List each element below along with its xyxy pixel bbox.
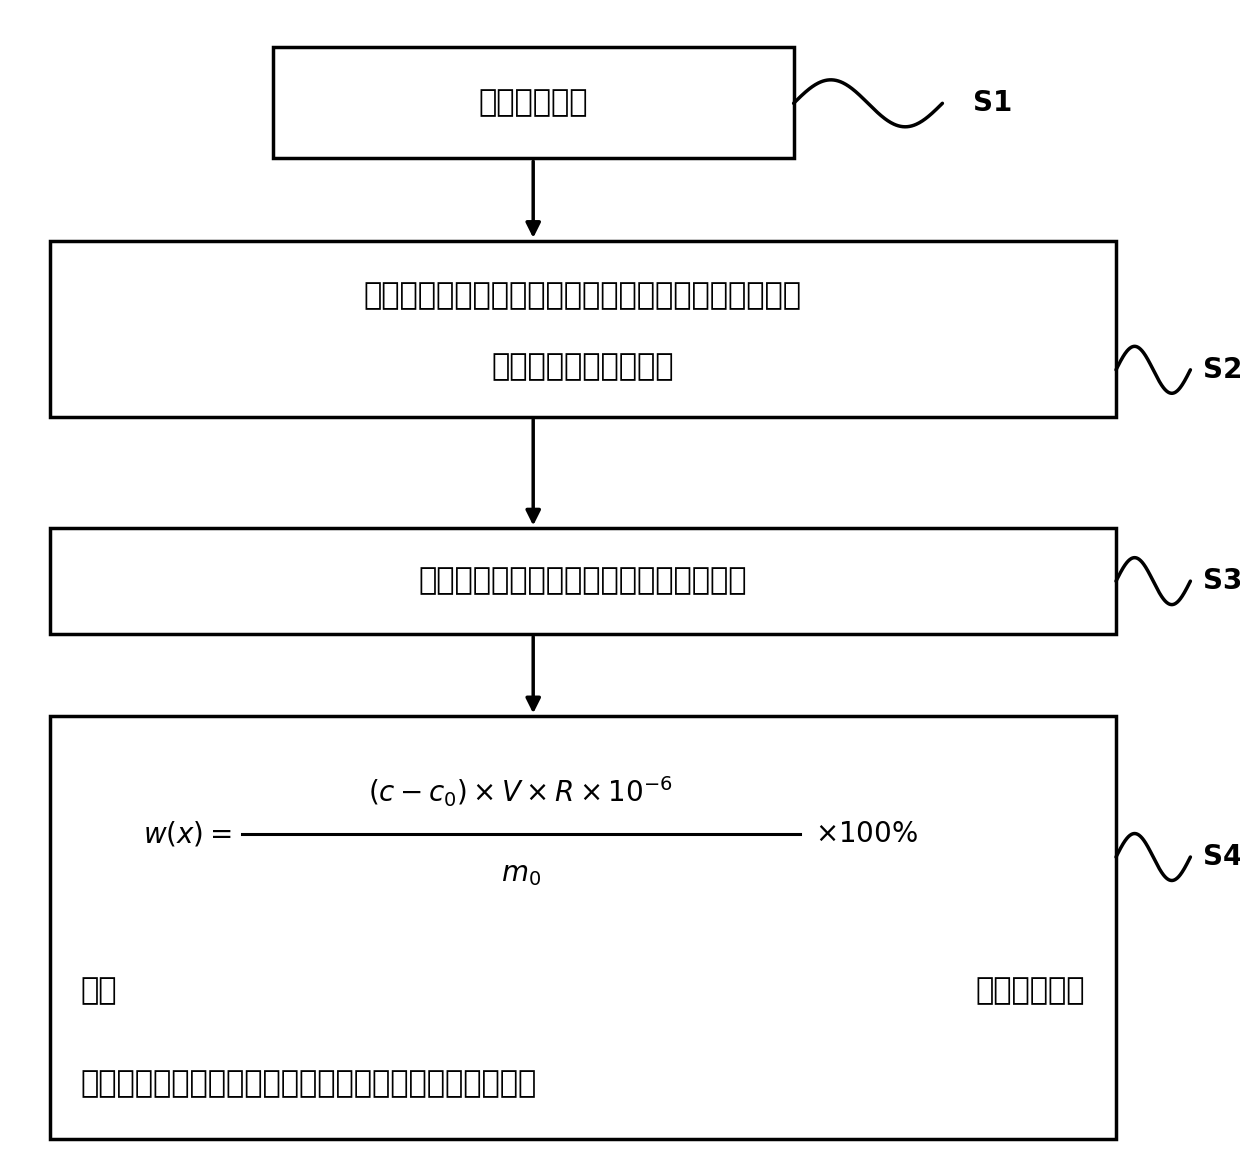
Text: 鈢的工作曲线标准溶液: 鈢的工作曲线标准溶液	[491, 352, 675, 380]
Text: S1: S1	[973, 89, 1013, 117]
Text: $\mathit{(c-c_0)\times V\times R\times 10^{-6}}$: $\mathit{(c-c_0)\times V\times R\times 1…	[368, 774, 673, 809]
Bar	[50, 716, 1116, 1139]
Text: $\mathit{w(x)=}$: $\mathit{w(x)=}$	[144, 819, 232, 849]
Text: 按照: 按照	[81, 977, 117, 1005]
Text: 制备样品溶液: 制备样品溶液	[479, 88, 588, 117]
Text: $\mathit{m_0}$: $\mathit{m_0}$	[501, 861, 541, 889]
Text: S3: S3	[1203, 567, 1240, 595]
Text: 计算铜、铋、: 计算铜、铋、	[976, 977, 1085, 1005]
Text: 测定样品溶液、空白试验溶液的质量浓度: 测定样品溶液、空白试验溶液的质量浓度	[419, 567, 746, 595]
Text: 硒、镐、钓、铁、铝、閔、钔、锆、铬、鈢元素的含量；: 硒、镐、钓、铁、铝、閔、钔、锆、铬、鈢元素的含量；	[81, 1070, 537, 1099]
Bar	[273, 47, 794, 158]
Text: S2: S2	[1203, 356, 1240, 384]
Text: S4: S4	[1203, 843, 1240, 871]
Bar	[50, 241, 1116, 417]
Bar	[50, 528, 1116, 634]
Text: $\mathit{\times 100\%}$: $\mathit{\times 100\%}$	[815, 821, 918, 849]
Text: 配制铜、铋、硒、镐、钓、铁、铝、閔、钔、锆、铬、: 配制铜、铋、硒、镐、钓、铁、铝、閔、钔、锆、铬、	[363, 282, 802, 310]
